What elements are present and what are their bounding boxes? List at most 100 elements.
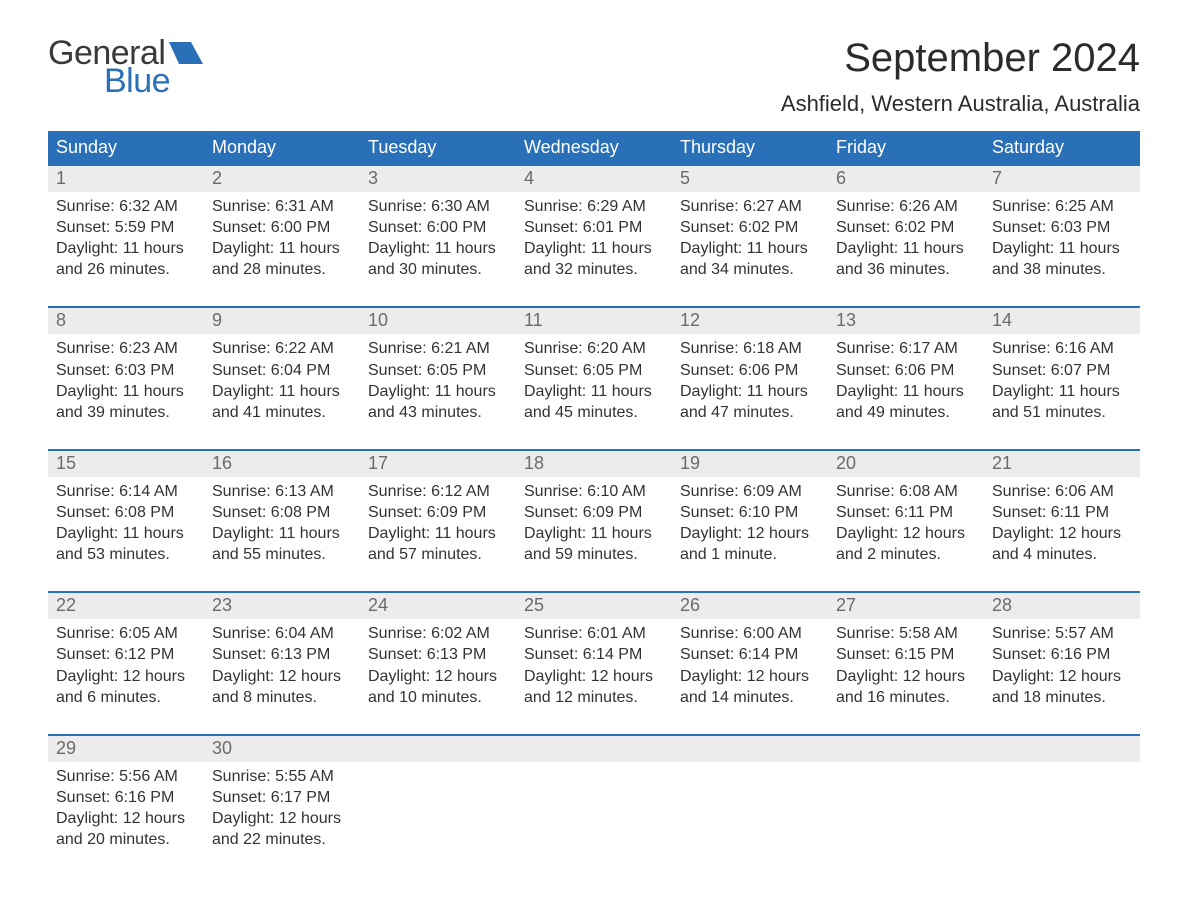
dow-cell: Friday	[828, 131, 984, 164]
day-sunset: Sunset: 6:06 PM	[680, 360, 820, 381]
day-d2: and 14 minutes.	[680, 687, 820, 708]
day-d1: Daylight: 12 hours	[212, 666, 352, 687]
day-sunrise: Sunrise: 5:56 AM	[56, 766, 196, 787]
day-cell: Sunrise: 6:25 AMSunset: 6:03 PMDaylight:…	[984, 192, 1140, 286]
day-sunset: Sunset: 6:16 PM	[56, 787, 196, 808]
day-sunrise: Sunrise: 6:20 AM	[524, 338, 664, 359]
day-d1: Daylight: 11 hours	[212, 238, 352, 259]
day-number	[360, 736, 516, 762]
day-sunset: Sunset: 6:00 PM	[212, 217, 352, 238]
day-number: 5	[672, 166, 828, 192]
day-cell: Sunrise: 6:04 AMSunset: 6:13 PMDaylight:…	[204, 619, 360, 713]
day-d1: Daylight: 11 hours	[212, 381, 352, 402]
day-number: 23	[204, 593, 360, 619]
day-sunrise: Sunrise: 6:17 AM	[836, 338, 976, 359]
dow-cell: Tuesday	[360, 131, 516, 164]
day-d1: Daylight: 11 hours	[56, 523, 196, 544]
location-subtitle: Ashfield, Western Australia, Australia	[781, 91, 1140, 117]
day-sunrise: Sunrise: 6:09 AM	[680, 481, 820, 502]
day-cell: Sunrise: 6:29 AMSunset: 6:01 PMDaylight:…	[516, 192, 672, 286]
day-cell	[828, 762, 984, 856]
day-sunset: Sunset: 6:10 PM	[680, 502, 820, 523]
day-number	[828, 736, 984, 762]
day-d1: Daylight: 11 hours	[368, 381, 508, 402]
page-header: General Blue September 2024 Ashfield, We…	[48, 36, 1140, 117]
day-number: 27	[828, 593, 984, 619]
day-d1: Daylight: 12 hours	[992, 523, 1132, 544]
day-sunrise: Sunrise: 6:26 AM	[836, 196, 976, 217]
dow-cell: Monday	[204, 131, 360, 164]
day-cell: Sunrise: 6:06 AMSunset: 6:11 PMDaylight:…	[984, 477, 1140, 571]
day-number: 24	[360, 593, 516, 619]
day-sunset: Sunset: 6:15 PM	[836, 644, 976, 665]
day-d2: and 47 minutes.	[680, 402, 820, 423]
day-sunset: Sunset: 6:06 PM	[836, 360, 976, 381]
day-number: 15	[48, 451, 204, 477]
day-sunrise: Sunrise: 6:30 AM	[368, 196, 508, 217]
day-sunset: Sunset: 6:01 PM	[524, 217, 664, 238]
day-d2: and 26 minutes.	[56, 259, 196, 280]
calendar-week: 2930Sunrise: 5:56 AMSunset: 6:16 PMDayli…	[48, 734, 1140, 856]
day-sunset: Sunset: 6:08 PM	[56, 502, 196, 523]
day-cell: Sunrise: 6:18 AMSunset: 6:06 PMDaylight:…	[672, 334, 828, 428]
day-sunset: Sunset: 6:12 PM	[56, 644, 196, 665]
day-d1: Daylight: 12 hours	[368, 666, 508, 687]
day-sunset: Sunset: 6:13 PM	[368, 644, 508, 665]
day-d2: and 16 minutes.	[836, 687, 976, 708]
day-sunset: Sunset: 6:16 PM	[992, 644, 1132, 665]
day-sunset: Sunset: 6:05 PM	[368, 360, 508, 381]
day-number: 10	[360, 308, 516, 334]
day-sunrise: Sunrise: 6:31 AM	[212, 196, 352, 217]
day-number: 11	[516, 308, 672, 334]
day-cell	[360, 762, 516, 856]
day-cell: Sunrise: 6:10 AMSunset: 6:09 PMDaylight:…	[516, 477, 672, 571]
day-d2: and 28 minutes.	[212, 259, 352, 280]
day-d2: and 41 minutes.	[212, 402, 352, 423]
day-d1: Daylight: 12 hours	[836, 666, 976, 687]
day-number: 12	[672, 308, 828, 334]
day-cell: Sunrise: 6:32 AMSunset: 5:59 PMDaylight:…	[48, 192, 204, 286]
day-sunrise: Sunrise: 6:06 AM	[992, 481, 1132, 502]
day-cell	[984, 762, 1140, 856]
day-d1: Daylight: 12 hours	[992, 666, 1132, 687]
calendar-week: 15161718192021Sunrise: 6:14 AMSunset: 6:…	[48, 449, 1140, 571]
title-block: September 2024 Ashfield, Western Austral…	[781, 36, 1140, 117]
day-cell: Sunrise: 6:08 AMSunset: 6:11 PMDaylight:…	[828, 477, 984, 571]
day-number: 16	[204, 451, 360, 477]
day-d2: and 20 minutes.	[56, 829, 196, 850]
day-number: 3	[360, 166, 516, 192]
daynum-row: 891011121314	[48, 308, 1140, 334]
day-sunset: Sunset: 6:13 PM	[212, 644, 352, 665]
day-number: 30	[204, 736, 360, 762]
day-sunset: Sunset: 6:14 PM	[524, 644, 664, 665]
day-sunrise: Sunrise: 6:29 AM	[524, 196, 664, 217]
day-number: 28	[984, 593, 1140, 619]
day-d2: and 30 minutes.	[368, 259, 508, 280]
day-d1: Daylight: 11 hours	[992, 238, 1132, 259]
day-d1: Daylight: 12 hours	[56, 666, 196, 687]
day-cell: Sunrise: 6:17 AMSunset: 6:06 PMDaylight:…	[828, 334, 984, 428]
day-number: 8	[48, 308, 204, 334]
day-sunrise: Sunrise: 6:01 AM	[524, 623, 664, 644]
day-d1: Daylight: 11 hours	[368, 523, 508, 544]
day-d1: Daylight: 12 hours	[836, 523, 976, 544]
day-sunrise: Sunrise: 6:18 AM	[680, 338, 820, 359]
day-d1: Daylight: 11 hours	[368, 238, 508, 259]
day-sunrise: Sunrise: 6:32 AM	[56, 196, 196, 217]
day-cell: Sunrise: 5:57 AMSunset: 6:16 PMDaylight:…	[984, 619, 1140, 713]
day-d1: Daylight: 12 hours	[680, 523, 820, 544]
brand-word-2: Blue	[104, 64, 203, 98]
day-number: 4	[516, 166, 672, 192]
day-number: 13	[828, 308, 984, 334]
day-number: 7	[984, 166, 1140, 192]
day-cell: Sunrise: 5:58 AMSunset: 6:15 PMDaylight:…	[828, 619, 984, 713]
day-d2: and 53 minutes.	[56, 544, 196, 565]
calendar-week: 1234567Sunrise: 6:32 AMSunset: 5:59 PMDa…	[48, 164, 1140, 286]
day-number: 9	[204, 308, 360, 334]
day-d2: and 4 minutes.	[992, 544, 1132, 565]
day-cell: Sunrise: 6:02 AMSunset: 6:13 PMDaylight:…	[360, 619, 516, 713]
day-number: 19	[672, 451, 828, 477]
day-sunset: Sunset: 6:11 PM	[992, 502, 1132, 523]
calendar: SundayMondayTuesdayWednesdayThursdayFrid…	[48, 131, 1140, 856]
day-d2: and 12 minutes.	[524, 687, 664, 708]
